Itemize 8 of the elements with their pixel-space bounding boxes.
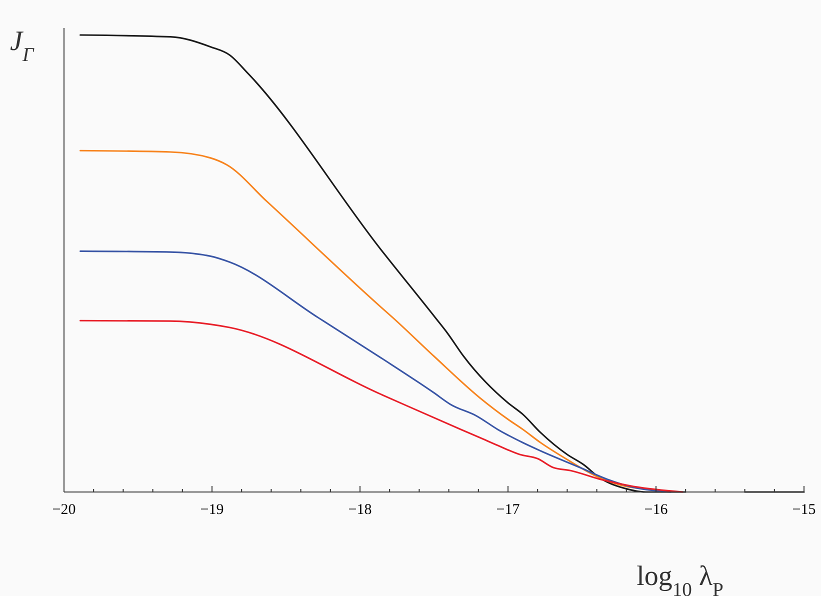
x-axis-title: log$_{10}$ λ$_{P}$ [636, 561, 724, 596]
x-tick-label: −20 [52, 502, 76, 518]
x-tick-label: −18 [348, 502, 372, 518]
x-tick-label: −15 [792, 502, 816, 518]
x-tick-label: −19 [200, 502, 224, 518]
x-tick-label: −16 [644, 502, 668, 518]
y-axis-title: J$_{Γ}$ [10, 26, 34, 66]
x-tick-label: −17 [496, 502, 520, 518]
